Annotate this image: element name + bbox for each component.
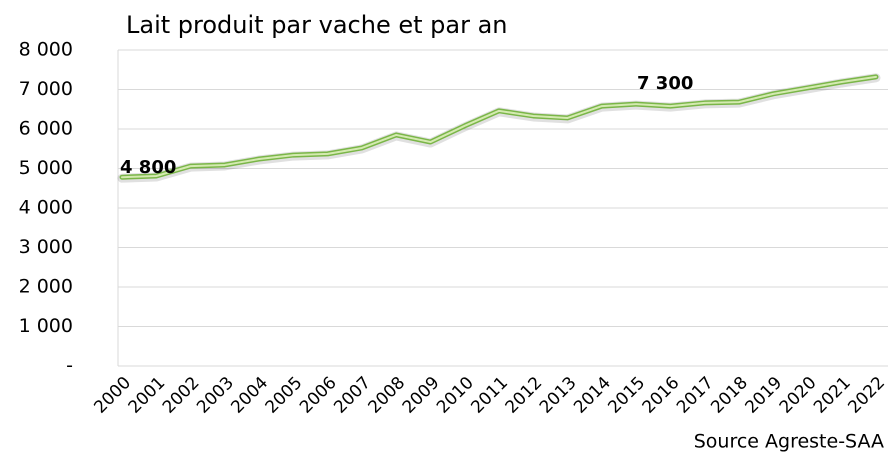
x-tick-label: 2015 xyxy=(604,373,649,418)
annotation: 7 300 xyxy=(637,73,693,94)
x-tick-label: 2021 xyxy=(810,373,855,418)
y-tick-label: 1 000 xyxy=(19,315,73,337)
y-tick-label: - xyxy=(66,355,73,377)
y-tick-label: 8 000 xyxy=(19,39,73,61)
x-tick-label: 2006 xyxy=(296,373,341,418)
y-tick-label: 7 000 xyxy=(19,78,73,100)
x-tick-label: 2018 xyxy=(707,373,752,418)
x-tick-label: 2017 xyxy=(673,373,718,418)
series-line xyxy=(119,74,879,180)
x-tick-label: 2019 xyxy=(742,373,787,418)
y-tick-label: 3 000 xyxy=(19,236,73,258)
x-tick-label: 2012 xyxy=(502,373,547,418)
x-tick-label: 2009 xyxy=(399,373,444,418)
chart-title: Lait produit par vache et par an xyxy=(126,11,508,39)
series-line-highlight xyxy=(121,75,877,179)
annotation: 4 800 xyxy=(120,157,176,178)
x-tick-label: 2005 xyxy=(262,373,307,418)
x-tick-label: 2004 xyxy=(227,373,272,418)
y-tick-label: 2 000 xyxy=(19,276,73,298)
x-tick-label: 2020 xyxy=(776,373,821,418)
x-tick-label: 2001 xyxy=(125,373,170,418)
x-tick-label: 2016 xyxy=(639,373,684,418)
x-tick-label: 2003 xyxy=(193,373,238,418)
x-tick-label: 2002 xyxy=(159,373,204,418)
y-tick-label: 6 000 xyxy=(19,118,73,140)
x-tick-label: 2008 xyxy=(365,373,410,418)
source-note: Source Agreste-SAA xyxy=(694,431,884,453)
x-tick-label: 2000 xyxy=(90,373,135,418)
x-tick-label: 2022 xyxy=(844,373,888,418)
x-tick-label: 2007 xyxy=(330,373,375,418)
x-tick-label: 2014 xyxy=(570,373,615,418)
x-tick-label: 2013 xyxy=(536,373,581,418)
x-tick-label: 2011 xyxy=(467,373,512,418)
y-tick-label: 4 000 xyxy=(19,197,73,219)
x-tick-label: 2010 xyxy=(433,373,478,418)
y-tick-label: 5 000 xyxy=(19,157,73,179)
